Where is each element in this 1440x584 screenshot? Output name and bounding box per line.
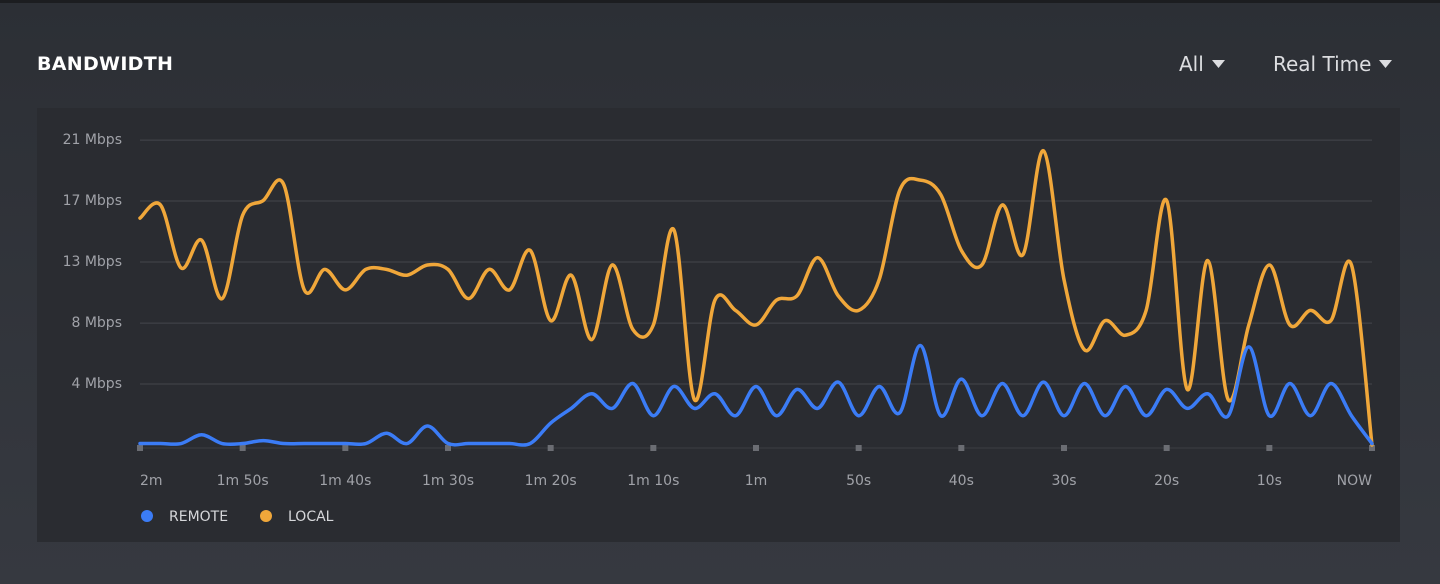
- x-tick-mark: [753, 445, 759, 451]
- chart-card: [37, 108, 1400, 542]
- x-tick-mark: [239, 445, 246, 451]
- legend-marker: [141, 510, 153, 522]
- x-tick-label: 50s: [846, 473, 871, 489]
- x-tick-mark: [1061, 445, 1067, 451]
- x-tick-mark: [137, 445, 143, 451]
- series-line: [138, 149, 1374, 447]
- x-tick-mark: [342, 445, 349, 451]
- x-tick-label: 30s: [1051, 473, 1076, 489]
- x-tick-mark: [1266, 445, 1273, 451]
- dropdown-label: Real Time: [1273, 52, 1372, 76]
- y-tick-label: 13 Mbps: [63, 254, 122, 270]
- series-line: [138, 343, 1374, 447]
- x-tick-mark: [445, 445, 451, 451]
- y-tick-label: 4 Mbps: [71, 376, 122, 392]
- x-tick-mark: [1369, 445, 1375, 451]
- x-tick-label: 1m 50s: [217, 473, 269, 489]
- x-tick-label: 1m: [745, 473, 768, 489]
- legend-label: REMOTE: [169, 509, 228, 525]
- filter-dropdown[interactable]: All: [1179, 52, 1225, 76]
- x-tick-label: 20s: [1154, 473, 1179, 489]
- x-tick-label: 1m 40s: [319, 473, 371, 489]
- dropdown-label: All: [1179, 52, 1204, 76]
- x-tick-label: NOW: [1337, 473, 1372, 489]
- x-tick-mark: [958, 445, 965, 451]
- x-tick-mark: [855, 445, 862, 451]
- y-tick-label: 8 Mbps: [71, 315, 122, 331]
- x-tick-label: 1m 30s: [422, 473, 474, 489]
- x-tick-mark: [650, 445, 657, 451]
- legend-marker: [260, 510, 272, 522]
- top-border: [0, 0, 1440, 3]
- x-tick-mark: [1163, 445, 1170, 451]
- legend-label: LOCAL: [288, 509, 334, 525]
- caret: [1211, 60, 1225, 68]
- x-tick-label: 1m 20s: [525, 473, 577, 489]
- x-tick-label: 10s: [1257, 473, 1282, 489]
- x-tick-label: 40s: [949, 473, 974, 489]
- range-dropdown[interactable]: Real Time: [1273, 52, 1393, 76]
- x-tick-label: 2m: [140, 473, 163, 489]
- y-tick-label: 21 Mbps: [63, 132, 122, 148]
- y-tick-label: 17 Mbps: [63, 193, 122, 209]
- caret: [1379, 60, 1393, 68]
- x-tick-label: 1m 10s: [627, 473, 679, 489]
- x-tick-mark: [547, 445, 554, 451]
- section-title: BANDWIDTH: [37, 53, 174, 75]
